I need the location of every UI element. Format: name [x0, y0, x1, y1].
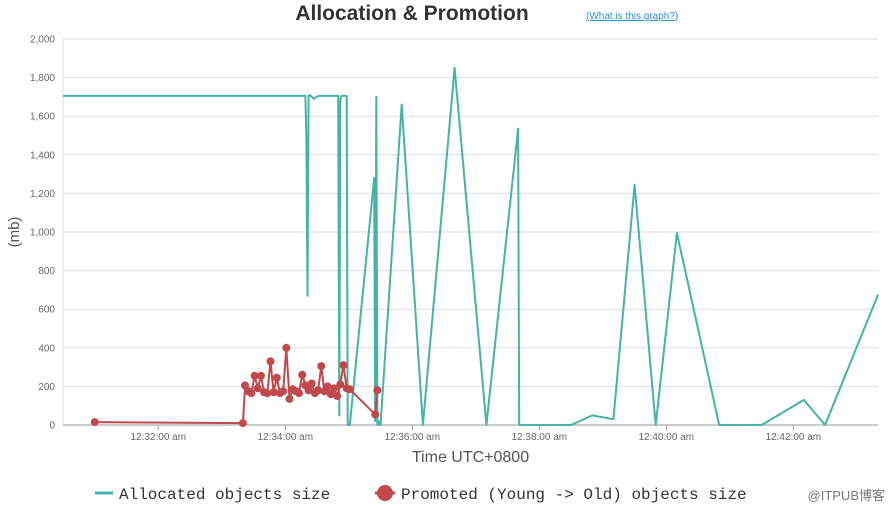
point-promoted[interactable]: [285, 394, 294, 403]
point-promoted[interactable]: [90, 418, 99, 427]
series-layer: [63, 66, 879, 428]
chart-title: Allocation & Promotion: [295, 2, 529, 25]
y-tick-label: 1,600: [30, 112, 55, 123]
legend[interactable]: Allocated objects size Promoted (Young -…: [95, 485, 747, 504]
y-tick-label: 0: [49, 421, 55, 432]
grid-lines: [63, 38, 878, 387]
x-tick-label: 12:34:00 am: [257, 432, 313, 443]
y-tick-label: 400: [38, 343, 55, 354]
point-promoted[interactable]: [250, 371, 259, 380]
point-promoted[interactable]: [256, 371, 265, 380]
x-axis-title: Time UTC+0800: [412, 449, 529, 466]
point-promoted[interactable]: [279, 387, 288, 396]
point-promoted[interactable]: [373, 386, 382, 395]
point-promoted[interactable]: [329, 384, 338, 393]
point-promoted[interactable]: [307, 379, 316, 388]
point-promoted[interactable]: [304, 386, 313, 395]
point-promoted[interactable]: [317, 362, 326, 371]
point-promoted[interactable]: [371, 410, 380, 419]
chart-title-row: Allocation & Promotion: [0, 2, 890, 26]
y-tick-label: 1,800: [30, 73, 55, 84]
x-axis-ticks: 12:32:00 am 12:34:00 am 12:36:00 am 12:38:0…: [130, 425, 821, 443]
y-axis-ticks: 0 200 400 600 800 1,000 1,200 1,400 1,600 1,800 2,…: [30, 35, 55, 432]
point-promoted[interactable]: [314, 386, 323, 395]
point-promoted[interactable]: [263, 389, 272, 398]
point-promoted[interactable]: [339, 361, 348, 370]
y-tick-label: 200: [38, 382, 55, 393]
y-axis-title: (mb): [6, 217, 23, 248]
series-line-allocated: [63, 66, 879, 426]
legend-swatch-promoted-marker: [377, 485, 393, 501]
help-link[interactable]: (What is this graph?): [586, 11, 679, 22]
y-tick-label: 800: [38, 266, 55, 277]
y-tick-label: 1,400: [30, 150, 55, 161]
point-promoted[interactable]: [253, 384, 262, 393]
y-tick-label: 1,000: [30, 228, 55, 239]
watermark: @ITPUB博客: [808, 488, 885, 503]
point-promoted[interactable]: [323, 382, 332, 391]
x-tick-label: 12:36:00 am: [384, 432, 440, 443]
legend-label-allocated[interactable]: Allocated objects size: [119, 486, 330, 504]
point-promoted[interactable]: [345, 385, 354, 394]
point-promoted[interactable]: [269, 388, 278, 397]
point-promoted[interactable]: [272, 373, 281, 382]
legend-label-promoted[interactable]: Promoted (Young -> Old) objects size: [401, 486, 747, 504]
point-promoted[interactable]: [266, 357, 275, 366]
x-tick-label: 12:40:00 am: [639, 432, 695, 443]
y-tick-label: 2,000: [30, 35, 55, 46]
point-promoted[interactable]: [247, 389, 256, 398]
point-promoted[interactable]: [238, 419, 247, 428]
point-promoted[interactable]: [336, 380, 345, 389]
y-tick-label: 600: [38, 305, 55, 316]
x-tick-label: 12:38:00 am: [511, 432, 567, 443]
point-promoted[interactable]: [333, 392, 342, 401]
point-promoted[interactable]: [295, 389, 304, 398]
point-promoted[interactable]: [298, 370, 307, 379]
point-promoted[interactable]: [282, 343, 291, 352]
x-tick-label: 12:42:00 am: [766, 432, 822, 443]
x-tick-label: 12:32:00 am: [130, 432, 186, 443]
y-tick-label: 1,200: [30, 189, 55, 200]
